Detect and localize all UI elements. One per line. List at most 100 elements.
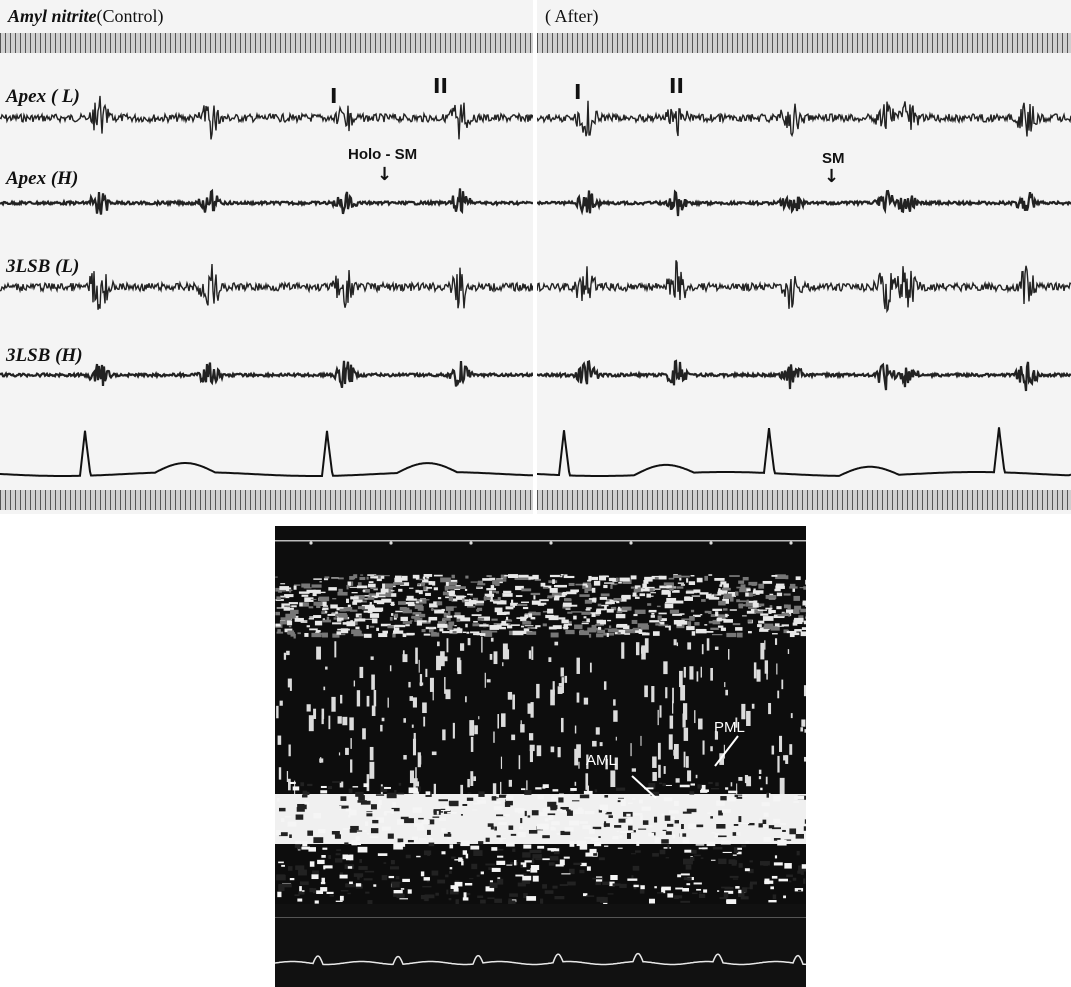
echo-speckle: [642, 583, 647, 589]
echo-speckle: [493, 731, 495, 743]
echo-speckle: [407, 603, 416, 607]
echo-speckle: [784, 863, 792, 869]
echo-speckle: [702, 847, 708, 850]
echo-speckle: [392, 630, 404, 634]
echo-speckle: [607, 893, 614, 895]
echo-speckle: [465, 696, 467, 703]
echo-speckle: [390, 860, 395, 865]
echo-speckle: [747, 631, 752, 634]
echo-speckle: [507, 625, 513, 629]
echo-speckle: [542, 586, 549, 589]
echo-speckle: [401, 575, 408, 581]
echo-speckle: [355, 626, 360, 630]
echo-speckle: [285, 613, 296, 619]
echo-speckle: [591, 624, 597, 629]
echo-speckle: [704, 610, 709, 614]
echo-speckle: [796, 850, 800, 856]
echo-speckle: [539, 599, 549, 602]
pml-arrow-icon: [714, 735, 739, 767]
echo-speckle: [276, 596, 281, 600]
echo-speckle: [674, 820, 680, 824]
echo-speckle: [448, 800, 459, 807]
echo-speckle: [336, 631, 342, 635]
echo-speckle: [603, 584, 608, 589]
echo-speckle: [421, 581, 432, 584]
echo-speckle: [462, 598, 465, 603]
echo-speckle: [718, 810, 723, 816]
echo-time-dot: [629, 541, 633, 545]
echo-speckle: [771, 827, 781, 830]
echo-speckle: [654, 588, 661, 590]
trace-label-apex-low: Apex ( L): [6, 86, 80, 107]
echo-speckle: [360, 830, 367, 832]
echo-speckle: [598, 811, 607, 814]
echo-speckle: [582, 583, 588, 586]
echo-speckle: [563, 575, 575, 579]
echo-speckle: [659, 849, 666, 855]
echo-speckle: [787, 604, 791, 610]
echo-speckle: [739, 587, 751, 592]
echo-time-dot: [549, 541, 553, 545]
echo-speckle: [378, 803, 381, 809]
echo-speckle: [598, 575, 607, 581]
echo-speckle: [777, 755, 780, 773]
echo-speckle: [798, 615, 804, 619]
echo-speckle: [430, 608, 438, 611]
echo-speckle: [560, 809, 567, 813]
echo-speckle: [776, 663, 778, 675]
echo-speckle: [665, 857, 670, 859]
echo-speckle: [485, 886, 495, 892]
echo-speckle: [338, 612, 347, 618]
echo-speckle: [793, 619, 803, 625]
echo-speckle: [681, 618, 692, 621]
echo-speckle: [612, 577, 618, 582]
echo-speckle: [402, 621, 412, 624]
echo-speckle: [424, 895, 429, 902]
echo-speckle: [788, 880, 792, 883]
echo-speckle: [658, 764, 661, 778]
echo-speckle: [650, 615, 655, 618]
echo-speckle: [531, 600, 541, 605]
echo-speckle: [347, 581, 352, 586]
echo-speckle: [769, 605, 773, 610]
echo-speckle: [562, 602, 572, 607]
echo-speckle: [364, 870, 375, 873]
echo-speckle: [592, 597, 597, 602]
echo-speckle: [740, 896, 749, 900]
echo-speckle: [642, 632, 650, 636]
echo-speckle: [512, 605, 516, 608]
echo-speckle: [774, 623, 780, 627]
echo-speckle: [335, 853, 341, 856]
echo-speckle: [342, 828, 351, 830]
echo-speckle: [770, 886, 774, 890]
echo-speckle: [432, 581, 436, 586]
echo-speckle: [512, 630, 524, 636]
echo-speckle: [393, 627, 400, 633]
echo-speckle: [801, 627, 806, 630]
echo-speckle: [758, 776, 762, 780]
echo-speckle: [369, 625, 375, 628]
echo-speckle: [651, 612, 655, 615]
echo-speckle: [290, 609, 299, 615]
echo-speckle: [538, 812, 548, 817]
echo-speckle: [690, 783, 695, 786]
echo-speckle: [502, 662, 504, 667]
echo-speckle: [632, 627, 639, 631]
echo-speckle: [566, 591, 577, 595]
echo-speckle: [683, 727, 689, 741]
echo-speckle: [545, 813, 556, 816]
echo-speckle: [757, 624, 762, 628]
lsb3-high-trace: [537, 359, 1071, 392]
echo-speckle: [716, 594, 722, 596]
echo-speckle: [350, 738, 352, 749]
echo-speckle: [442, 617, 451, 621]
echo-speckle: [624, 633, 631, 635]
echo-speckle: [613, 699, 616, 706]
echo-speckle: [351, 581, 354, 586]
echo-speckle: [340, 694, 343, 704]
echo-speckle: [724, 682, 726, 688]
echo-speckle: [742, 576, 749, 581]
echo-speckle: [486, 679, 491, 683]
echo-speckle: [465, 623, 468, 628]
echo-speckle: [535, 858, 546, 860]
